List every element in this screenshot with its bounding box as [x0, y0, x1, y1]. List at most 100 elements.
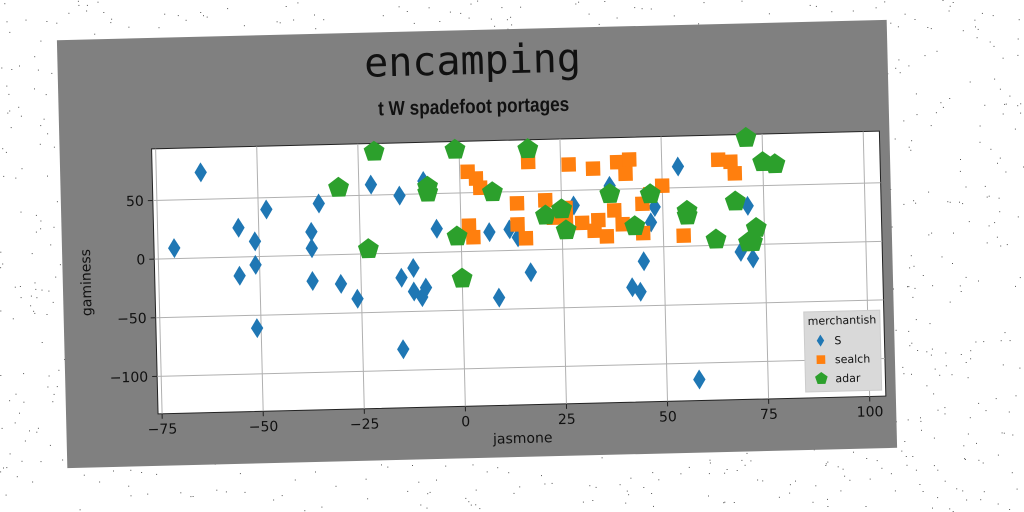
noise-dot — [949, 301, 951, 303]
noise-dot — [937, 469, 939, 471]
data-point-diamond — [644, 212, 658, 233]
data-point-diamond — [305, 238, 318, 259]
noise-dot — [890, 22, 892, 24]
noise-dot — [35, 288, 37, 290]
noise-dot — [869, 478, 871, 480]
noise-dot — [910, 255, 912, 257]
data-point-square — [561, 157, 577, 172]
noise-dot — [156, 473, 158, 475]
noise-dot — [1014, 128, 1016, 130]
data-point-diamond — [232, 217, 245, 238]
noise-dot — [1005, 103, 1007, 105]
data-point-diamond — [260, 199, 273, 220]
noise-dot — [1008, 411, 1010, 413]
y-tick-label: −100 — [110, 370, 149, 387]
noise-dot — [688, 466, 690, 468]
data-point-diamond — [395, 267, 408, 288]
noise-dot — [225, 491, 227, 493]
noise-dot — [472, 464, 474, 466]
noise-dot — [470, 3, 472, 5]
noise-dot — [206, 16, 208, 18]
noise-dot — [494, 25, 496, 27]
noise-dot — [315, 28, 317, 30]
noise-dot — [890, 473, 892, 475]
noise-dot — [741, 459, 743, 461]
noise-dot — [928, 234, 930, 236]
noise-dot — [616, 17, 618, 19]
data-point-diamond — [637, 251, 651, 272]
noise-dot — [919, 484, 921, 485]
data-point-diamond — [334, 273, 348, 294]
noise-dot — [141, 472, 143, 473]
noise-dot — [33, 310, 35, 312]
noise-dot — [39, 143, 41, 145]
noise-dot — [1009, 509, 1011, 510]
noise-dot — [905, 456, 907, 457]
noise-dot — [932, 285, 934, 287]
noise-dot — [293, 19, 295, 21]
noise-dot — [3, 175, 5, 177]
noise-dot — [960, 159, 961, 160]
noise-dot — [468, 17, 470, 19]
noise-dot — [14, 422, 16, 424]
noise-dot — [949, 508, 951, 510]
noise-dot — [931, 348, 933, 350]
noise-dot — [643, 487, 645, 488]
noise-dot — [1020, 112, 1022, 114]
x-axis-label: jasmone — [492, 430, 553, 447]
noise-dot — [922, 275, 924, 276]
noise-dot — [979, 125, 981, 127]
noise-dot — [5, 494, 7, 496]
noise-dot — [582, 501, 584, 503]
noise-dot — [812, 501, 814, 503]
noise-dot — [1004, 332, 1006, 334]
noise-dot — [158, 27, 160, 29]
data-point-diamond — [634, 281, 647, 302]
noise-dot — [965, 458, 966, 460]
noise-dot — [35, 231, 37, 233]
noise-dot — [641, 8, 643, 10]
noise-dot — [653, 505, 654, 507]
noise-dot — [46, 314, 48, 315]
noise-dot — [36, 431, 38, 433]
noise-dot — [921, 429, 922, 431]
noise-dot — [827, 461, 829, 463]
noise-dot — [959, 201, 960, 203]
data-point-pentagon — [724, 190, 746, 211]
noise-dot — [94, 33, 96, 35]
noise-dot — [929, 323, 931, 325]
data-point-square — [676, 228, 692, 243]
noise-dot — [281, 495, 283, 497]
noise-dot — [40, 220, 42, 222]
noise-dot — [831, 11, 833, 13]
x-tick-label: 50 — [659, 409, 677, 425]
noise-dot — [993, 45, 995, 47]
noise-dot — [511, 24, 513, 26]
data-point-square — [518, 230, 534, 246]
y-tick-label: 50 — [126, 194, 144, 210]
y-axis-label: gaminess — [78, 249, 96, 316]
noise-dot — [949, 98, 951, 99]
noise-dot — [908, 146, 910, 148]
noise-dot — [930, 28, 932, 30]
noise-dot — [945, 365, 947, 367]
noise-dot — [445, 465, 447, 467]
noise-dot — [1000, 340, 1002, 342]
noise-dot — [285, 6, 287, 7]
noise-dot — [840, 490, 842, 492]
noise-dot — [420, 504, 422, 506]
data-point-pentagon — [535, 204, 557, 225]
legend-label: sealch — [835, 352, 871, 366]
noise-dot — [936, 50, 938, 52]
noise-dot — [601, 457, 603, 459]
noise-dot — [25, 19, 27, 21]
chart-figure: encamping t W spadefoot portages −75 −50−… — [56, 19, 898, 469]
noise-dot — [928, 191, 930, 193]
noise-dot — [20, 297, 22, 299]
noise-dot — [53, 226, 55, 228]
noise-dot — [62, 459, 64, 461]
noise-dot — [48, 290, 50, 292]
noise-dot — [276, 21, 278, 23]
data-point-pentagon — [745, 216, 767, 238]
noise-dot — [937, 409, 939, 411]
